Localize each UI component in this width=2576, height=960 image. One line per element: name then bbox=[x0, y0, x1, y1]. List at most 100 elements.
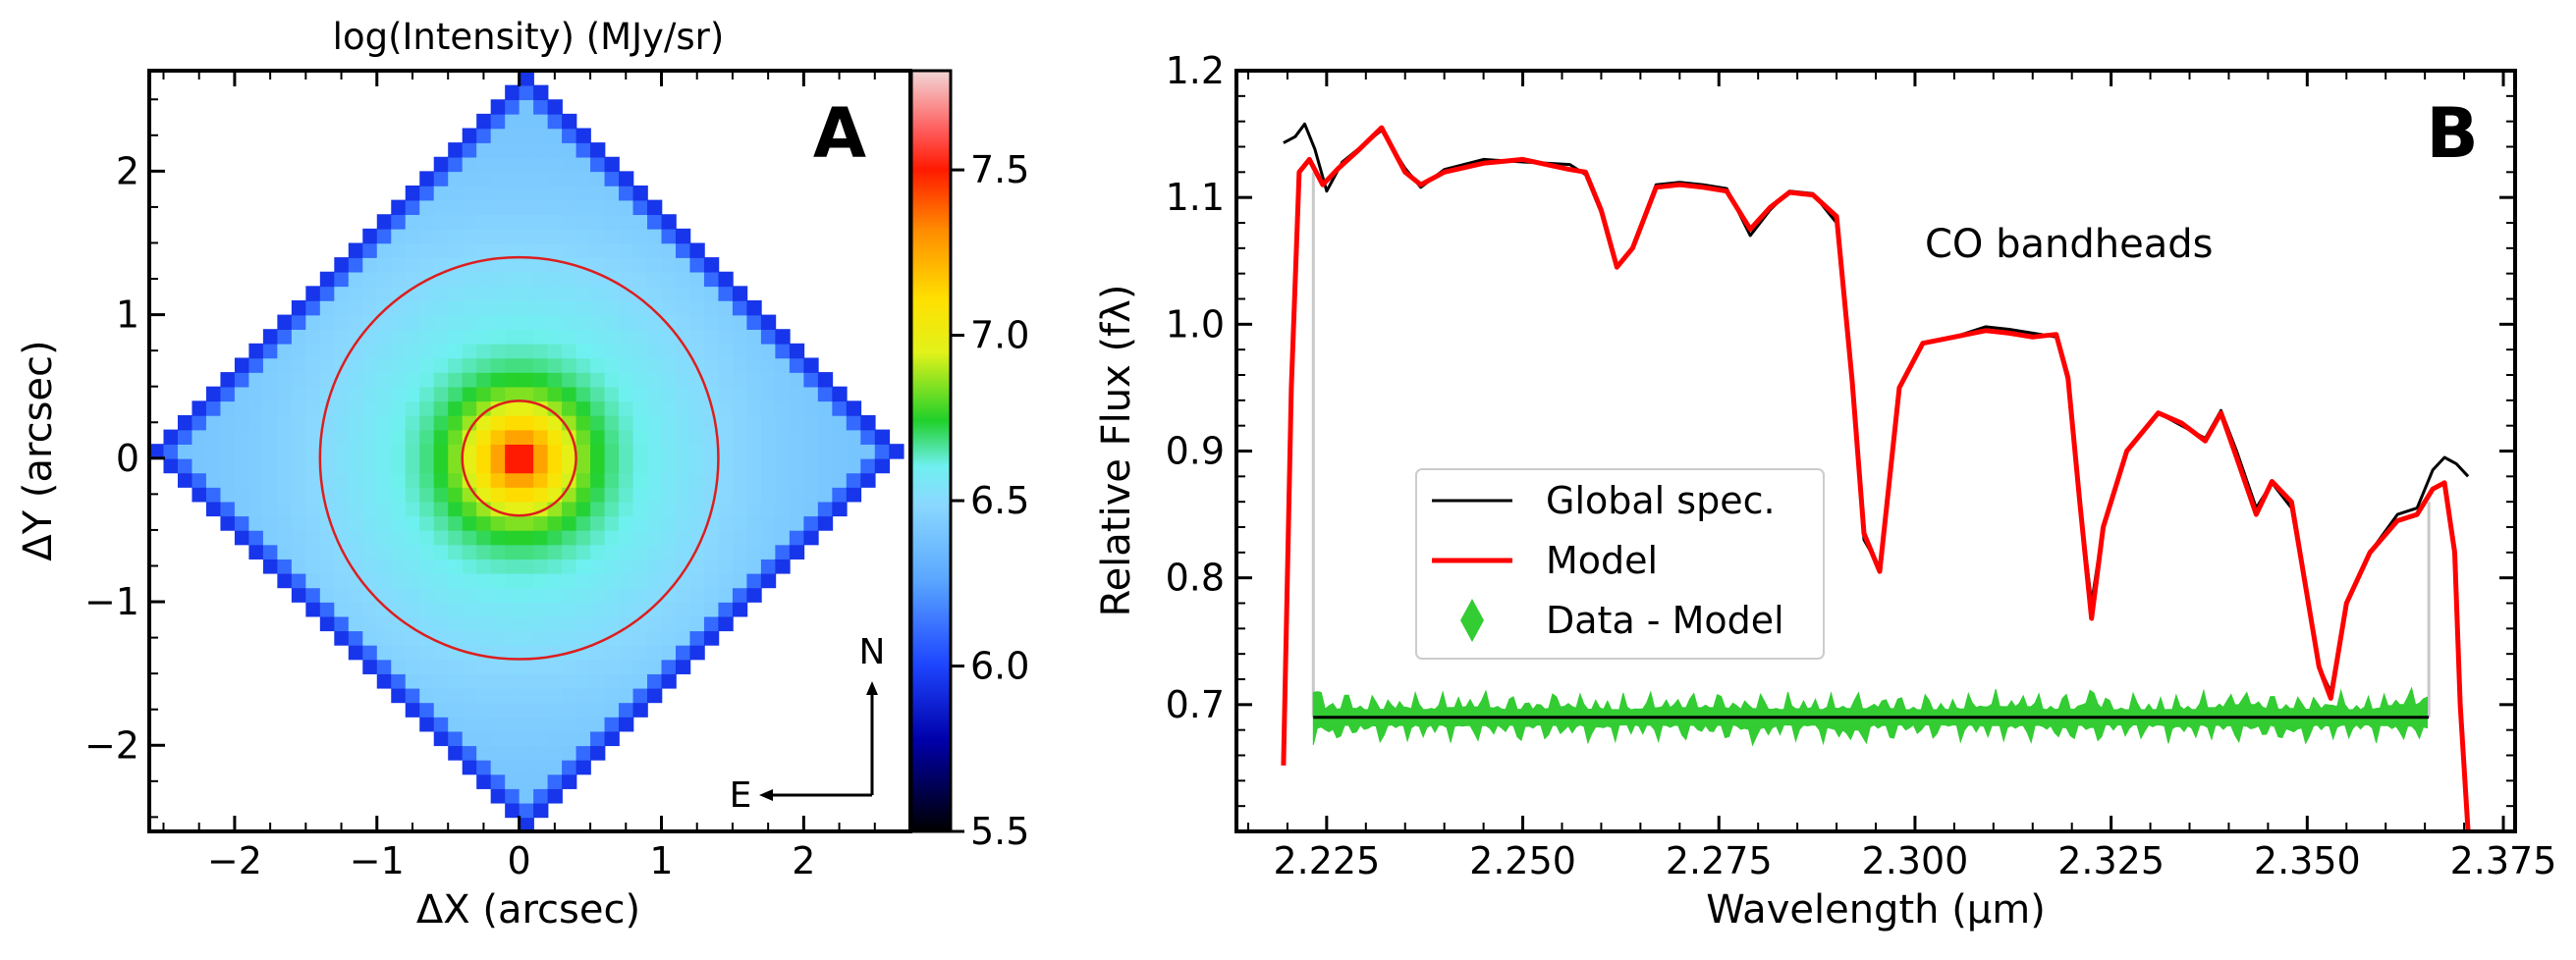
map-pixel bbox=[590, 372, 606, 388]
map-pixel bbox=[775, 515, 791, 531]
map-pixel bbox=[405, 630, 421, 646]
map-pixel bbox=[547, 515, 563, 531]
map-pixel bbox=[647, 572, 663, 589]
map-pixel bbox=[505, 687, 521, 704]
map-pixel bbox=[732, 587, 748, 603]
map-pixel bbox=[462, 171, 477, 187]
map-pixel bbox=[533, 99, 549, 115]
map-pixel bbox=[192, 429, 207, 445]
map-pixel bbox=[647, 429, 663, 445]
map-pixel bbox=[248, 429, 264, 445]
map-pixel bbox=[575, 587, 591, 603]
map-pixel bbox=[391, 386, 407, 402]
map-pixel bbox=[419, 299, 435, 316]
map-pixel bbox=[547, 730, 563, 747]
x-tick-label: −1 bbox=[350, 839, 405, 882]
map-pixel bbox=[547, 343, 563, 359]
map-pixel bbox=[533, 644, 549, 661]
map-pixel bbox=[703, 587, 720, 603]
map-pixel bbox=[291, 386, 307, 402]
map-pixel bbox=[405, 400, 421, 416]
map-pixel bbox=[590, 444, 606, 459]
map-pixel bbox=[619, 357, 634, 373]
map-pixel bbox=[334, 257, 350, 273]
colorbar: 5.5 6.0 6.5 7.0 7.5 bbox=[909, 69, 1029, 853]
map-pixel bbox=[419, 242, 435, 258]
map-pixel bbox=[519, 817, 534, 832]
map-pixel bbox=[533, 659, 549, 674]
map-pixel bbox=[334, 314, 350, 330]
map-pixel bbox=[575, 457, 591, 474]
map-pixel bbox=[732, 529, 748, 546]
map-pixel bbox=[462, 673, 477, 689]
map-pixel bbox=[348, 414, 364, 431]
map-pixel bbox=[362, 602, 378, 617]
map-pixel bbox=[419, 472, 435, 488]
map-pixel bbox=[220, 386, 236, 402]
map-pixel bbox=[533, 414, 549, 431]
map-pixel bbox=[746, 343, 762, 359]
map-pixel bbox=[362, 630, 378, 646]
map-pixel bbox=[575, 472, 591, 488]
map-pixel bbox=[376, 444, 393, 459]
map-pixel bbox=[619, 400, 634, 416]
map-pixel bbox=[575, 487, 591, 503]
map-pixel bbox=[562, 113, 577, 130]
map-pixel bbox=[490, 271, 506, 288]
map-pixel bbox=[575, 501, 591, 517]
map-pixel bbox=[746, 357, 762, 373]
map-pixel bbox=[476, 228, 492, 244]
map-pixel bbox=[462, 142, 477, 158]
map-pixel bbox=[262, 529, 279, 546]
map-pixel bbox=[562, 199, 577, 216]
map-pixel bbox=[391, 314, 407, 330]
map-pixel bbox=[533, 113, 549, 130]
map-pixel bbox=[376, 487, 393, 503]
map-pixel bbox=[291, 457, 307, 474]
map-pixel bbox=[205, 457, 222, 474]
map-pixel bbox=[419, 501, 435, 517]
map-pixel bbox=[718, 529, 734, 546]
map-pixel bbox=[319, 372, 336, 388]
map-pixel bbox=[505, 472, 521, 488]
map-pixel bbox=[619, 529, 634, 546]
map-pixel bbox=[234, 501, 250, 517]
map-pixel bbox=[334, 515, 350, 531]
map-pixel bbox=[448, 372, 464, 388]
y-tick-label: 1.1 bbox=[1166, 176, 1225, 219]
panel-a-xlabel: ΔX (arcsec) bbox=[416, 887, 640, 933]
map-pixel bbox=[419, 587, 435, 603]
map-pixel bbox=[462, 687, 477, 704]
map-pixel bbox=[376, 602, 393, 617]
map-pixel bbox=[562, 559, 577, 574]
map-pixel bbox=[519, 687, 534, 704]
map-pixel bbox=[619, 214, 634, 230]
map-pixel bbox=[675, 257, 691, 273]
map-pixel bbox=[448, 228, 464, 244]
map-pixel bbox=[505, 659, 521, 674]
map-pixel bbox=[562, 357, 577, 373]
map-pixel bbox=[405, 357, 421, 373]
map-pixel bbox=[505, 257, 521, 273]
map-pixel bbox=[291, 444, 307, 459]
map-pixel bbox=[575, 429, 591, 445]
map-pixel bbox=[575, 228, 591, 244]
map-pixel bbox=[562, 444, 577, 459]
map-pixel bbox=[462, 544, 477, 560]
map-pixel bbox=[732, 444, 748, 459]
map-pixel bbox=[476, 602, 492, 617]
map-pixel bbox=[718, 587, 734, 603]
map-pixel bbox=[163, 457, 179, 474]
compass-north-label: N bbox=[859, 632, 886, 672]
map-pixel bbox=[291, 343, 307, 359]
map-pixel bbox=[718, 472, 734, 488]
map-pixel bbox=[391, 673, 407, 689]
map-pixel bbox=[562, 659, 577, 674]
map-pixel bbox=[746, 572, 762, 589]
colorbar-tick-label: 7.5 bbox=[970, 148, 1029, 191]
map-pixel bbox=[519, 515, 534, 531]
map-pixel bbox=[675, 343, 691, 359]
map-pixel bbox=[860, 414, 876, 431]
map-pixel bbox=[604, 257, 620, 273]
map-pixel bbox=[604, 199, 620, 216]
